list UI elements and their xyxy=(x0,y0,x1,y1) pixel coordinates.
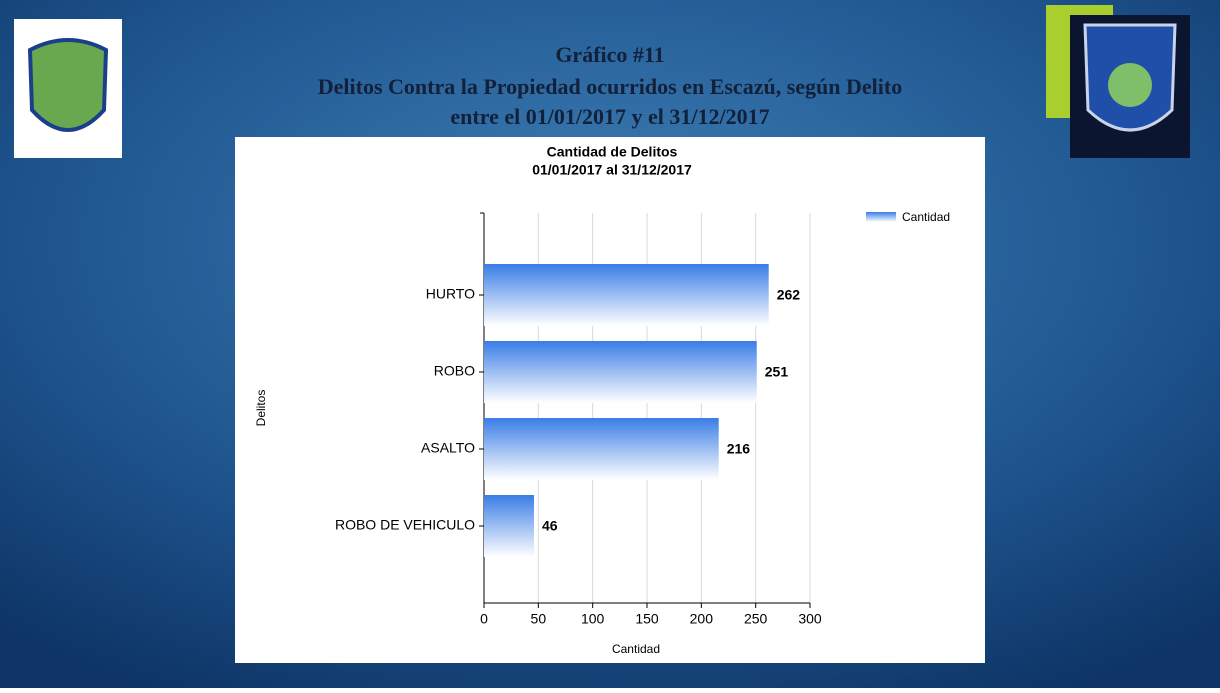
data-label: 216 xyxy=(727,441,751,457)
slide-title: Gráfico #11 xyxy=(555,42,664,67)
x-tick-label: 250 xyxy=(744,611,768,627)
bar xyxy=(484,418,719,480)
y-tick-label: ROBO DE VEHICULO xyxy=(335,517,475,533)
chart-subtitle: 01/01/2017 al 31/12/2017 xyxy=(532,162,692,178)
data-label: 251 xyxy=(765,364,789,380)
bar xyxy=(484,495,534,557)
x-tick-label: 200 xyxy=(690,611,714,627)
slide-title: Delitos Contra la Propiedad ocurridos en… xyxy=(318,74,902,99)
slide-title: entre el 01/01/2017 y el 31/12/2017 xyxy=(450,104,769,129)
y-tick-label: ASALTO xyxy=(421,440,475,456)
y-tick-label: HURTO xyxy=(426,286,475,302)
x-tick-label: 0 xyxy=(480,611,488,627)
right-logo-emblem xyxy=(1108,63,1152,107)
y-tick-label: ROBO xyxy=(434,363,475,379)
bar xyxy=(484,341,757,403)
x-tick-label: 150 xyxy=(635,611,659,627)
x-axis-label: Cantidad xyxy=(612,642,660,656)
bar xyxy=(484,264,769,326)
left-logo-shield xyxy=(27,38,109,132)
chart-title: Cantidad de Delitos xyxy=(547,144,678,160)
data-label: 262 xyxy=(777,287,801,303)
data-label: 46 xyxy=(542,518,558,534)
x-tick-label: 100 xyxy=(581,611,605,627)
x-tick-label: 300 xyxy=(798,611,822,627)
x-tick-label: 50 xyxy=(531,611,547,627)
legend-label: Cantidad xyxy=(902,210,950,224)
legend-swatch xyxy=(866,212,896,222)
y-axis-label: Delitos xyxy=(254,390,268,427)
